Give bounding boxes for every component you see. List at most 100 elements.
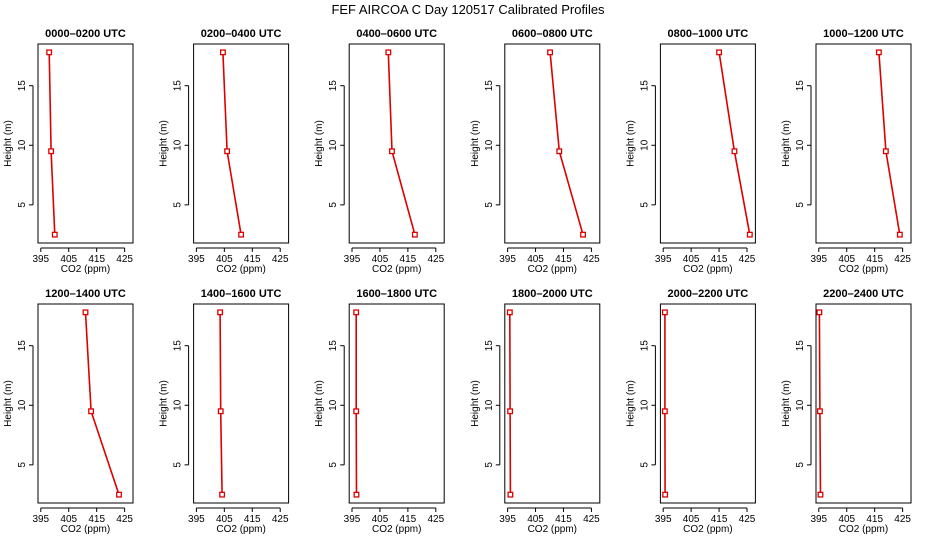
x-tick-label: 395	[188, 514, 205, 525]
y-axis: 5 10 15 Height (m)	[159, 80, 190, 208]
panel-title: 1200–1400 UTC	[45, 288, 126, 300]
data-point	[238, 231, 245, 238]
data-point	[353, 309, 360, 316]
profile-line	[387, 52, 416, 235]
x-axis: 395 405 415 425 CO2 (ppm)	[499, 507, 600, 535]
y-tick-label: 15	[17, 340, 28, 352]
x-tick-label: 425	[583, 514, 600, 525]
x-axis-label: CO2 (ppm)	[61, 264, 110, 275]
y-tick-label: 5	[328, 462, 339, 468]
y-axis-label: Height (m)	[159, 120, 170, 167]
y-tick-label: 10	[639, 399, 650, 411]
x-axis: 395 405 415 425 CO2 (ppm)	[810, 507, 911, 535]
x-tick-label: 415	[400, 254, 417, 265]
x-tick-label: 425	[272, 514, 289, 525]
y-tick-label: 5	[795, 202, 806, 208]
data-point	[217, 408, 224, 415]
x-axis-label: CO2 (ppm)	[683, 264, 732, 275]
panel-title: 0200–0400 UTC	[201, 28, 282, 40]
x-tick-label: 405	[527, 514, 544, 525]
x-tick-label: 425	[739, 254, 756, 265]
x-tick-label: 425	[583, 254, 600, 265]
x-tick-label: 415	[711, 514, 728, 525]
y-tick-label: 5	[173, 202, 184, 208]
x-tick-label: 415	[866, 254, 883, 265]
data-point	[411, 231, 418, 238]
data-point	[816, 408, 823, 415]
profile-line	[818, 312, 822, 495]
y-tick-label: 10	[328, 139, 339, 151]
y-tick-label: 10	[484, 139, 495, 151]
panel-title: 1600–1800 UTC	[356, 288, 437, 300]
x-axis: 395 405 415 425 CO2 (ppm)	[32, 507, 133, 535]
plot-frame	[504, 303, 601, 504]
panel-title: 1000–1200 UTC	[823, 28, 904, 40]
x-axis: 395 405 415 425 CO2 (ppm)	[32, 247, 133, 275]
chart-panel-5: 0800–1000 UTC 395 405 415 425 CO2 (ppm) 5 10 15 H…	[625, 28, 756, 275]
y-tick-label: 15	[639, 80, 650, 92]
x-tick-label: 395	[32, 254, 49, 265]
x-axis-label: CO2 (ppm)	[683, 524, 732, 535]
y-tick-label: 15	[795, 80, 806, 92]
panel-title: 0600–0800 UTC	[512, 28, 593, 40]
x-tick-label: 405	[372, 254, 389, 265]
data-point	[82, 309, 89, 316]
y-axis-label: Height (m)	[625, 380, 636, 427]
x-tick-label: 405	[60, 514, 77, 525]
y-axis-label: Height (m)	[3, 380, 14, 427]
y-axis-label: Height (m)	[625, 120, 636, 167]
y-tick-label: 5	[484, 462, 495, 468]
data-point	[556, 148, 563, 155]
x-tick-label: 405	[838, 514, 855, 525]
x-tick-label: 425	[427, 514, 444, 525]
y-tick-label: 10	[639, 139, 650, 151]
profile-line	[84, 312, 120, 495]
data-point	[353, 408, 360, 415]
x-tick-label: 415	[711, 254, 728, 265]
data-point	[46, 49, 53, 56]
y-tick-label: 15	[328, 80, 339, 92]
x-tick-label: 405	[372, 514, 389, 525]
x-tick-label: 395	[499, 254, 516, 265]
y-tick-label: 10	[17, 399, 28, 411]
data-point	[224, 148, 231, 155]
y-tick-label: 15	[795, 340, 806, 352]
x-tick-label: 395	[810, 514, 827, 525]
data-point	[547, 49, 554, 56]
plot-frame	[348, 43, 445, 244]
y-tick-label: 5	[173, 462, 184, 468]
y-axis: 5 10 15 Height (m)	[470, 340, 501, 468]
data-point	[507, 408, 514, 415]
chart-panel-10: 1800–2000 UTC 395 405 415 425 CO2 (ppm) 5 10 15 H…	[470, 288, 601, 535]
x-axis-label: CO2 (ppm)	[839, 524, 888, 535]
data-point	[817, 491, 824, 498]
x-tick-label: 415	[555, 514, 572, 525]
profile-line	[48, 52, 56, 235]
x-axis-label: CO2 (ppm)	[372, 524, 421, 535]
y-axis: 5 10 15 Height (m)	[781, 340, 812, 468]
y-tick-label: 10	[173, 139, 184, 151]
y-tick-label: 10	[484, 399, 495, 411]
chart-panel-3: 0400–0600 UTC 395 405 415 425 CO2 (ppm) 5 10 15 H…	[314, 28, 445, 275]
y-axis: 5 10 15 Height (m)	[625, 80, 656, 208]
plot-frame	[37, 303, 134, 504]
x-axis-label: CO2 (ppm)	[61, 524, 110, 535]
y-tick-label: 10	[795, 139, 806, 151]
y-tick-label: 5	[639, 202, 650, 208]
data-point	[88, 408, 95, 415]
panel-title: 0400–0600 UTC	[356, 28, 437, 40]
plot-frame	[348, 303, 445, 504]
x-tick-label: 395	[344, 514, 361, 525]
y-axis: 5 10 15 Height (m)	[625, 340, 656, 468]
chart-panel-2: 0200–0400 UTC 395 405 415 425 CO2 (ppm) 5 10 15 H…	[159, 28, 290, 275]
panel-title: 1800–2000 UTC	[512, 288, 593, 300]
panel-grid: 0000–0200 UTC 395 405 415 425 CO2 (ppm) 5 10 15 H…	[3, 28, 912, 535]
x-axis-label: CO2 (ppm)	[216, 524, 265, 535]
plot-frame	[193, 303, 290, 504]
x-tick-label: 405	[838, 254, 855, 265]
panel-title: 2000–2200 UTC	[668, 288, 749, 300]
data-point	[882, 148, 889, 155]
x-axis: 395 405 415 425 CO2 (ppm)	[344, 507, 445, 535]
x-tick-label: 405	[683, 254, 700, 265]
y-tick-label: 15	[639, 340, 650, 352]
